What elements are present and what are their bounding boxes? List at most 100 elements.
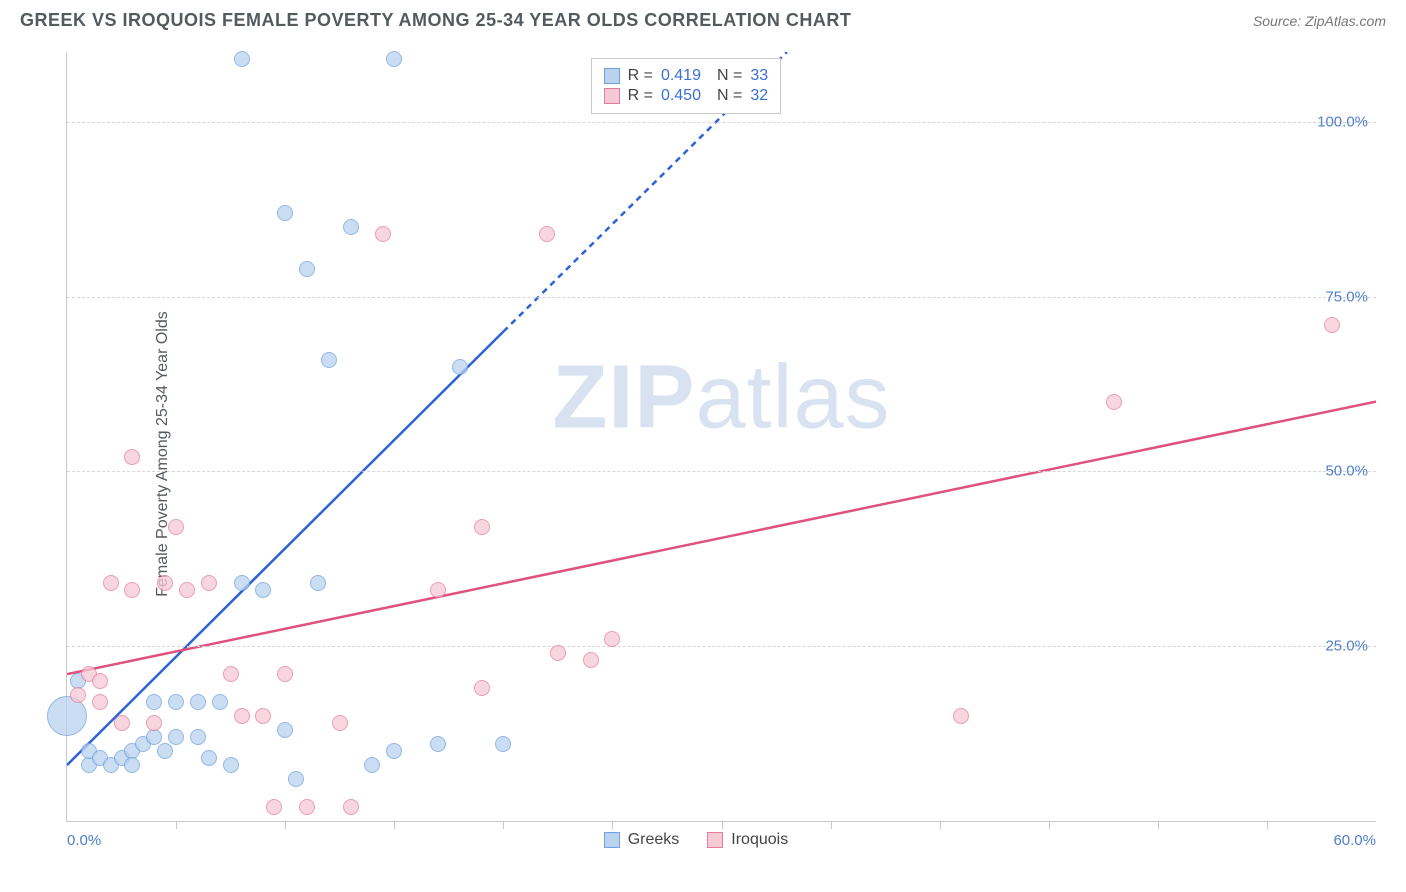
data-point (146, 729, 162, 745)
legend-row: R =0.450N =32 (604, 87, 769, 105)
x-tick-mark (1267, 821, 1268, 829)
legend-r-label: R = (628, 87, 653, 105)
data-point (550, 645, 566, 661)
legend-swatch (604, 88, 620, 104)
data-point (343, 799, 359, 815)
legend-n-label: N = (717, 87, 742, 105)
data-point (70, 687, 86, 703)
data-point (495, 736, 511, 752)
data-point (375, 226, 391, 242)
data-point (277, 722, 293, 738)
watermark-atlas: atlas (695, 348, 890, 448)
data-point (299, 799, 315, 815)
data-point (539, 226, 555, 242)
data-point (190, 729, 206, 745)
data-point (343, 219, 359, 235)
legend-swatch (604, 68, 620, 84)
data-point (332, 715, 348, 731)
data-point (223, 757, 239, 773)
chart-title: GREEK VS IROQUOIS FEMALE POVERTY AMONG 2… (20, 10, 851, 31)
x-tick-mark (1049, 821, 1050, 829)
data-point (124, 582, 140, 598)
legend-swatch (604, 832, 620, 848)
legend-item: Iroquois (707, 831, 788, 849)
x-tick-label: 60.0% (1333, 832, 1376, 849)
data-point (179, 582, 195, 598)
watermark-zip: ZIP (552, 348, 695, 448)
data-point (430, 582, 446, 598)
data-point (474, 680, 490, 696)
data-point (157, 575, 173, 591)
legend-n-label: N = (717, 67, 742, 85)
x-tick-mark (722, 821, 723, 829)
data-point (277, 666, 293, 682)
data-point (604, 631, 620, 647)
data-point (168, 729, 184, 745)
data-point (364, 757, 380, 773)
x-tick-mark (394, 821, 395, 829)
chart-container: Female Poverty Among 25-34 Year Olds ZIP… (48, 44, 1388, 864)
data-point (474, 519, 490, 535)
plot-area: ZIPatlas 25.0%50.0%75.0%100.0%0.0%60.0%R… (66, 52, 1376, 822)
x-tick-label: 0.0% (67, 832, 101, 849)
grid-line (67, 471, 1376, 472)
legend-r-value: 0.419 (661, 67, 701, 85)
legend-series-label: Greeks (628, 831, 680, 849)
legend-r-label: R = (628, 67, 653, 85)
x-tick-mark (503, 821, 504, 829)
data-point (386, 743, 402, 759)
data-point (234, 575, 250, 591)
correlation-legend: R =0.419N =33R =0.450N =32 (591, 58, 782, 114)
data-point (124, 449, 140, 465)
watermark: ZIPatlas (552, 347, 890, 450)
data-point (201, 750, 217, 766)
data-point (92, 673, 108, 689)
data-point (430, 736, 446, 752)
x-tick-mark (612, 821, 613, 829)
data-point (255, 582, 271, 598)
data-point (234, 51, 250, 67)
x-tick-mark (176, 821, 177, 829)
x-tick-mark (831, 821, 832, 829)
y-tick-label: 100.0% (1317, 113, 1368, 130)
legend-item: Greeks (604, 831, 680, 849)
legend-n-value: 32 (750, 87, 768, 105)
data-point (1106, 394, 1122, 410)
data-point (583, 652, 599, 668)
y-tick-label: 50.0% (1325, 463, 1368, 480)
data-point (157, 743, 173, 759)
grid-line (67, 646, 1376, 647)
data-point (452, 359, 468, 375)
legend-series-label: Iroquois (731, 831, 788, 849)
data-point (299, 261, 315, 277)
data-point (103, 575, 119, 591)
data-point (386, 51, 402, 67)
legend-row: R =0.419N =33 (604, 67, 769, 85)
data-point (953, 708, 969, 724)
data-point (168, 694, 184, 710)
data-point (234, 708, 250, 724)
x-tick-mark (285, 821, 286, 829)
data-point (190, 694, 206, 710)
data-point (321, 352, 337, 368)
data-point (201, 575, 217, 591)
data-point (212, 694, 228, 710)
data-point (1324, 317, 1340, 333)
data-point (277, 205, 293, 221)
data-point (168, 519, 184, 535)
grid-line (67, 297, 1376, 298)
data-point (266, 799, 282, 815)
data-point (124, 757, 140, 773)
data-point (310, 575, 326, 591)
data-point (146, 715, 162, 731)
data-point (92, 694, 108, 710)
data-point (146, 694, 162, 710)
data-point (223, 666, 239, 682)
grid-line (67, 122, 1376, 123)
data-point (288, 771, 304, 787)
source-label: Source: ZipAtlas.com (1253, 13, 1386, 29)
x-tick-mark (1158, 821, 1159, 829)
legend-swatch (707, 832, 723, 848)
data-point (114, 715, 130, 731)
x-tick-mark (940, 821, 941, 829)
